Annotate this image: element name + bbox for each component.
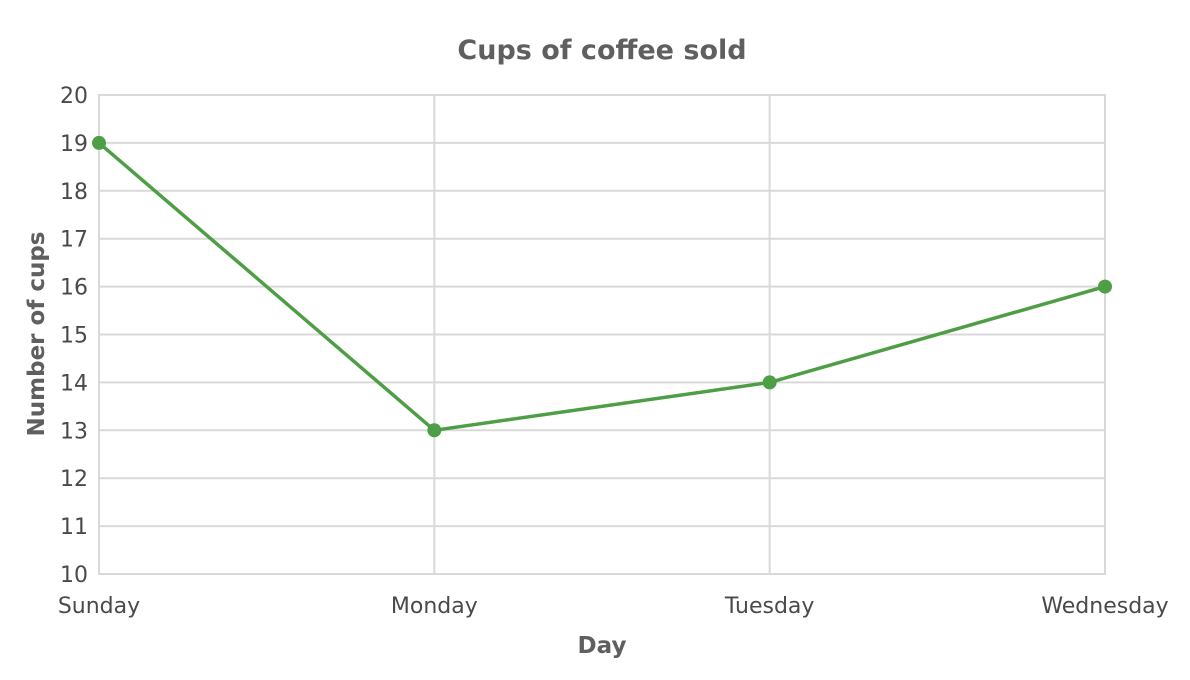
y-axis-title: Number of cups [24,232,50,437]
data-point-wednesday [1098,279,1112,294]
y-tick-label: 15 [60,324,88,349]
plot-area-border [98,94,1106,575]
data-series [92,135,1112,438]
y-tick-label: 11 [60,515,88,540]
data-point-sunday [92,135,106,150]
series-line [97,141,1107,433]
y-tick-label: 12 [60,467,88,492]
x-tick-label: Wednesday [1041,594,1168,619]
y-tick-label: 17 [60,228,88,253]
x-tick-label: Tuesday [724,594,815,619]
chart-title: Cups of coffee sold [457,35,746,66]
data-point-tuesday [762,375,777,390]
y-tick-label: 16 [60,276,88,301]
y-axis-tick-labels: 10 11 12 13 14 15 16 17 18 19 20 [60,84,88,588]
y-tick-label: 18 [60,180,88,205]
y-tick-label: 10 [60,563,88,588]
y-tick-label: 20 [60,84,88,109]
y-tick-label: 13 [60,419,88,444]
grid-lines [98,94,1106,575]
y-tick-label: 19 [60,132,88,157]
x-tick-label: Sunday [58,594,140,619]
data-point-monday [427,423,442,438]
y-tick-label: 14 [60,371,88,396]
x-axis-title: Day [578,633,627,659]
x-tick-label: Monday [391,594,478,619]
x-axis-tick-labels: Sunday Monday Tuesday Wednesday [58,594,1169,619]
